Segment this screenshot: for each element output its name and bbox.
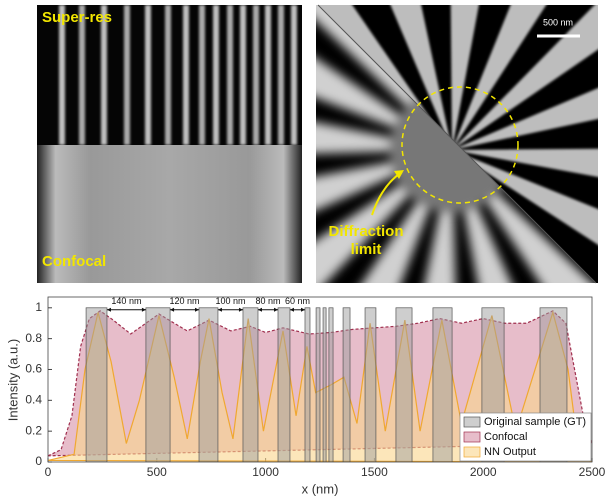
legend-label: Confocal xyxy=(484,431,527,443)
wedge xyxy=(316,150,452,283)
legend-swatch xyxy=(463,416,481,428)
left-image xyxy=(37,5,302,283)
x-tick-label: 2000 xyxy=(470,465,497,479)
stripe xyxy=(291,5,297,145)
wedge xyxy=(350,5,452,150)
gt-bar xyxy=(364,307,377,462)
x-tick-label: 1500 xyxy=(361,465,388,479)
legend-label: NN Output xyxy=(484,446,536,458)
wedge xyxy=(316,150,452,256)
arrow-head xyxy=(257,307,262,312)
wedge xyxy=(452,150,596,283)
gt-bar xyxy=(277,307,291,462)
gt-bar xyxy=(328,307,334,462)
x-tick-label: 500 xyxy=(147,465,167,479)
arrow-head xyxy=(170,307,175,312)
arrow-head xyxy=(300,307,305,312)
x-axis-label: x (nm) xyxy=(302,481,339,496)
gt-bar xyxy=(315,307,321,462)
y-tick-label: 1 xyxy=(35,300,42,314)
stripe xyxy=(278,5,284,145)
wedge xyxy=(452,48,598,150)
gt-bar xyxy=(322,307,327,462)
super-res-stripes xyxy=(59,5,297,145)
wedge xyxy=(452,5,594,150)
legend-swatch xyxy=(463,446,481,458)
stripe xyxy=(165,5,171,145)
confocal-region xyxy=(37,145,302,283)
gt-bar xyxy=(432,307,453,462)
stripe xyxy=(253,5,259,145)
wedge xyxy=(452,147,598,198)
gt-bar xyxy=(304,307,311,462)
diffraction-label: limit xyxy=(351,241,382,258)
wedge xyxy=(316,98,452,157)
arrow-head xyxy=(195,307,200,312)
wedge xyxy=(316,5,452,150)
y-tick-label: 0.8 xyxy=(25,331,42,345)
gt-bar xyxy=(198,307,219,462)
wedge xyxy=(400,150,459,283)
gt-bar xyxy=(342,307,351,462)
wedge xyxy=(452,150,598,283)
arrow-head xyxy=(394,170,404,179)
gt-bar xyxy=(242,307,259,462)
y-tick-label: 0 xyxy=(35,454,42,468)
x-tick-label: 0 xyxy=(45,465,52,479)
stripe xyxy=(124,5,130,145)
stripe xyxy=(213,5,219,145)
y-tick-label: 0.2 xyxy=(25,423,42,437)
diffraction-circle xyxy=(401,86,519,204)
stripe xyxy=(265,5,271,145)
scale-bar-label: 500 nm xyxy=(543,17,573,27)
arrow-head xyxy=(238,307,243,312)
y-tick-label: 0.6 xyxy=(25,362,42,376)
stripe xyxy=(145,5,151,145)
wedge xyxy=(452,150,558,283)
wedge xyxy=(449,5,500,150)
gt-bar xyxy=(85,307,108,462)
arrow-head xyxy=(217,307,222,312)
wedge xyxy=(452,5,598,150)
diffraction-label: Diffraction xyxy=(329,223,404,240)
arrow-head xyxy=(141,307,146,312)
stripe xyxy=(79,5,85,145)
arrow-head xyxy=(106,307,111,312)
annotation: 100 nm xyxy=(215,296,245,306)
series-group xyxy=(48,307,592,462)
annotation: 80 nm xyxy=(255,296,280,306)
annotation: 140 nm xyxy=(111,296,141,306)
stripe xyxy=(59,5,65,145)
stripe xyxy=(227,5,233,145)
arrow-head xyxy=(289,307,294,312)
legend-swatch xyxy=(463,431,481,443)
stripe xyxy=(199,5,205,145)
confocal-label: Confocal xyxy=(42,253,106,270)
gt-bar xyxy=(145,307,171,462)
x-tick-label: 2500 xyxy=(579,465,606,479)
plot: 0 0.2 0.4 0.6 0.8 1 0 500 1000 1500 2000 2500 140 nm… xyxy=(25,296,605,479)
annotation: 120 nm xyxy=(170,296,200,306)
split-line xyxy=(317,4,597,284)
gt-bar xyxy=(395,307,413,462)
y-tick-label: 0.4 xyxy=(25,392,42,406)
x-tick-label: 1000 xyxy=(252,465,279,479)
annotation: 60 nm xyxy=(285,296,310,306)
stripe xyxy=(101,5,107,145)
axes-frame xyxy=(47,296,593,463)
stripe xyxy=(183,5,189,145)
super-res-label: Super-res xyxy=(42,9,112,26)
arrow-head xyxy=(274,307,279,312)
wedge xyxy=(316,150,452,283)
stripe xyxy=(240,5,246,145)
legend-label: Original sample (GT) xyxy=(484,416,586,428)
legend-box xyxy=(459,412,592,462)
y-axis-label: Intensity (a.u.) xyxy=(5,339,20,421)
